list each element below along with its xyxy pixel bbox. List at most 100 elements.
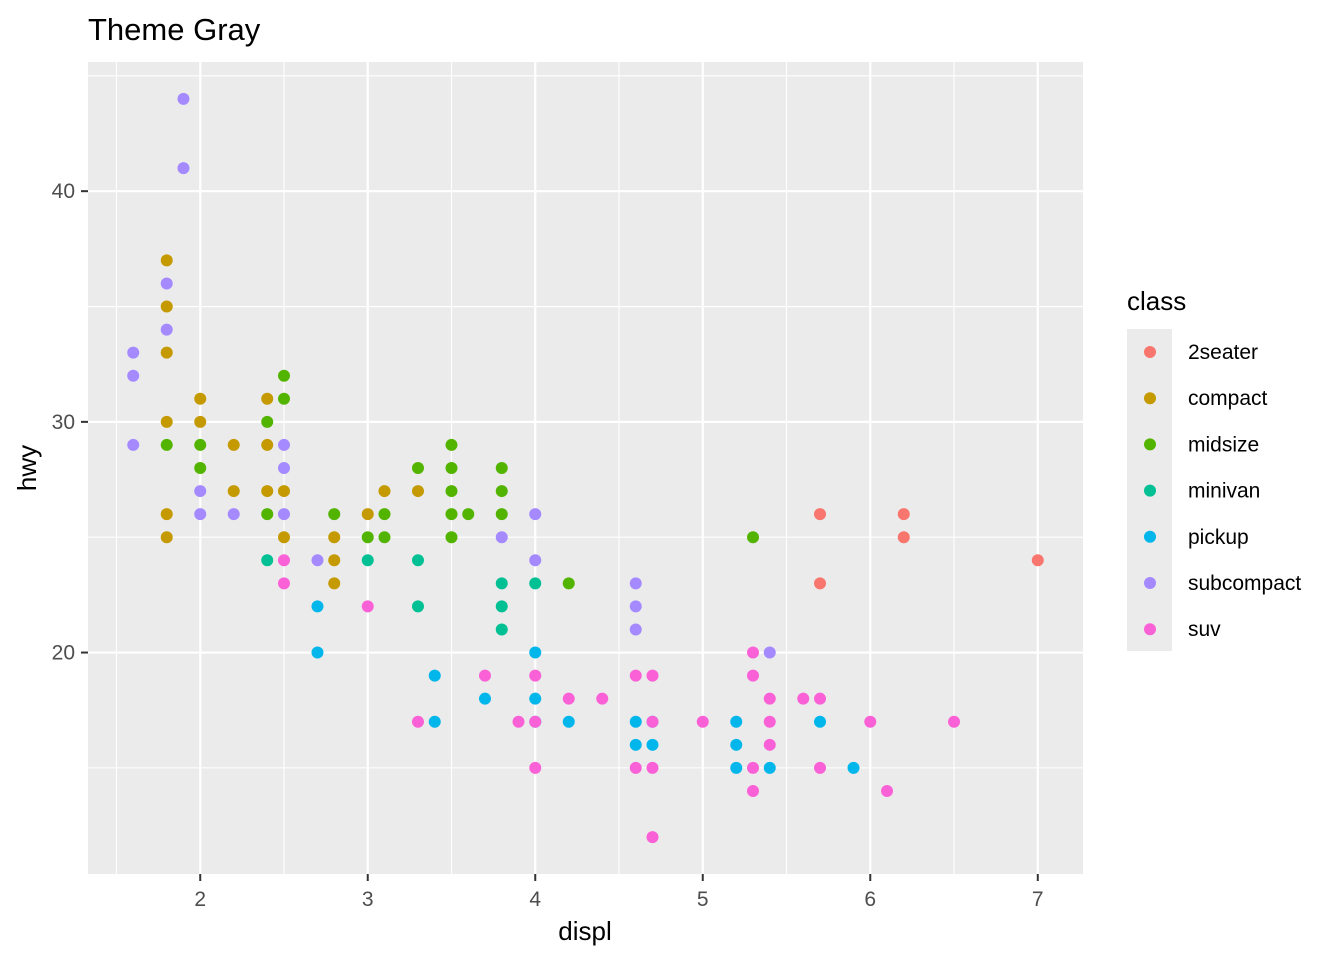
data-point-pickup: [763, 761, 776, 774]
legend-title: class: [1127, 286, 1186, 316]
data-point-midsize: [445, 531, 458, 544]
data-point-suv: [478, 669, 491, 682]
data-point-minivan: [529, 577, 542, 590]
x-tick-label: 7: [1032, 888, 1044, 911]
data-point-subcompact: [495, 531, 508, 544]
data-point-suv: [814, 692, 827, 705]
data-point-2seater: [814, 577, 827, 590]
data-point-midsize: [328, 508, 341, 521]
data-point-compact: [277, 485, 290, 498]
data-point-pickup: [730, 738, 743, 751]
data-point-pickup: [478, 692, 491, 705]
y-tick-label: 40: [52, 180, 75, 203]
plot-panel: [88, 62, 1083, 874]
data-point-compact: [227, 438, 240, 451]
legend-key-suv: [1144, 623, 1156, 636]
data-point-compact: [277, 531, 290, 544]
data-point-midsize: [445, 438, 458, 451]
data-point-midsize: [378, 531, 391, 544]
data-point-suv: [814, 761, 827, 774]
legend-label-compact: compact: [1188, 387, 1268, 410]
x-tick-label: 2: [194, 888, 206, 911]
data-point-subcompact: [177, 162, 190, 175]
y-tick-label: 30: [52, 411, 75, 434]
data-point-subcompact: [277, 462, 290, 474]
data-point-suv: [562, 692, 575, 705]
legend-key-compact: [1144, 392, 1156, 405]
x-tick-label: 4: [529, 888, 541, 911]
data-point-suv: [646, 831, 659, 844]
data-point-pickup: [730, 715, 743, 728]
data-point-compact: [261, 438, 274, 451]
data-point-subcompact: [763, 646, 776, 659]
data-point-suv: [747, 784, 760, 797]
data-point-midsize: [495, 462, 508, 474]
data-point-suv: [529, 761, 542, 774]
data-point-midsize: [462, 508, 475, 521]
data-point-suv: [277, 554, 290, 567]
data-point-pickup: [562, 715, 575, 728]
x-tick-label: 3: [362, 888, 374, 911]
legend-label-minivan: minivan: [1188, 480, 1260, 503]
data-point-compact: [160, 508, 173, 521]
y-tick-label: 20: [52, 642, 75, 665]
x-axis: 2 3 4 5 6 7: [194, 874, 1044, 911]
data-point-minivan: [495, 623, 508, 636]
data-point-subcompact: [629, 600, 642, 613]
data-point-subcompact: [227, 508, 240, 521]
legend-label-pickup: pickup: [1188, 526, 1249, 549]
data-point-minivan: [261, 554, 274, 567]
data-point-minivan: [495, 577, 508, 590]
data-point-midsize: [277, 392, 290, 405]
y-axis-title: hwy: [12, 445, 42, 491]
data-point-compact: [261, 485, 274, 498]
data-point-compact: [328, 554, 341, 567]
data-point-suv: [529, 669, 542, 682]
data-point-pickup: [311, 600, 324, 613]
data-point-subcompact: [127, 369, 140, 382]
data-point-suv: [646, 761, 659, 774]
data-point-suv: [512, 715, 525, 728]
data-point-pickup: [814, 715, 827, 728]
data-point-midsize: [495, 485, 508, 498]
data-point-compact: [160, 254, 173, 267]
data-point-compact: [160, 415, 173, 428]
minor-gridlines: [88, 62, 1083, 874]
data-point-compact: [328, 577, 341, 590]
data-point-suv: [797, 692, 810, 705]
data-point-2seater: [814, 508, 827, 521]
data-point-suv: [529, 715, 542, 728]
data-point-midsize: [160, 438, 173, 451]
data-point-suv: [277, 577, 290, 590]
legend-key-pickup: [1144, 530, 1156, 543]
data-point-compact: [378, 485, 391, 498]
data-point-pickup: [629, 715, 642, 728]
data-point-suv: [646, 715, 659, 728]
data-point-suv: [881, 784, 894, 797]
data-point-pickup: [629, 738, 642, 751]
data-point-suv: [747, 669, 760, 682]
data-point-midsize: [747, 531, 760, 544]
data-point-suv: [747, 761, 760, 774]
data-point-subcompact: [529, 508, 542, 521]
data-point-suv: [696, 715, 709, 728]
data-point-compact: [194, 415, 207, 428]
data-point-suv: [864, 715, 877, 728]
data-point-midsize: [495, 508, 508, 521]
data-point-subcompact: [177, 92, 190, 105]
legend-label-suv: suv: [1188, 618, 1221, 641]
data-point-subcompact: [194, 508, 207, 521]
data-point-pickup: [428, 669, 441, 682]
x-axis-title: displ: [558, 916, 611, 946]
data-point-midsize: [445, 508, 458, 521]
data-point-compact: [160, 346, 173, 359]
data-point-suv: [629, 669, 642, 682]
data-point-subcompact: [311, 554, 324, 567]
data-point-pickup: [730, 761, 743, 774]
legend-label-subcompact: subcompact: [1188, 572, 1301, 595]
data-point-subcompact: [277, 508, 290, 521]
data-point-compact: [261, 392, 274, 405]
data-point-midsize: [445, 462, 458, 474]
legend-label-midsize: midsize: [1188, 433, 1259, 456]
